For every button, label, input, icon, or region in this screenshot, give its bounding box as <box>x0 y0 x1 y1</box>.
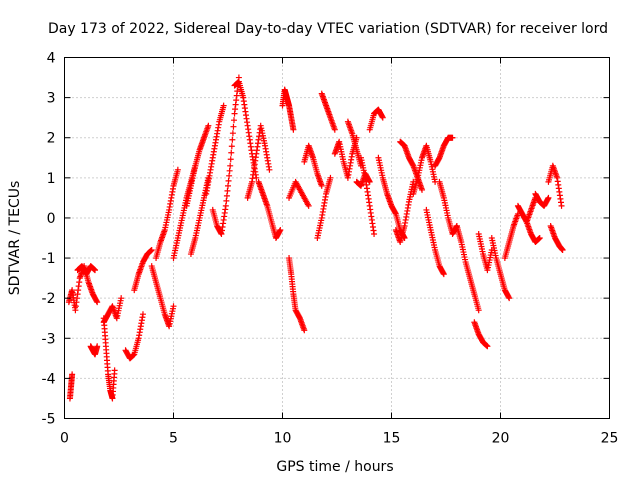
x-tick-label: 15 <box>383 431 401 447</box>
x-tick-label: 10 <box>274 431 292 447</box>
data-point <box>170 303 177 310</box>
data-point <box>223 192 230 199</box>
data-point <box>220 102 227 109</box>
y-tick-label: -2 <box>42 291 56 307</box>
data-point <box>229 130 236 137</box>
data-point <box>419 186 426 193</box>
tick-marks <box>64 57 610 419</box>
data-point <box>327 174 334 181</box>
y-tick-label: -4 <box>42 371 56 387</box>
x-tick-label: 20 <box>492 431 510 447</box>
data-point <box>545 194 552 201</box>
y-tick-label: 4 <box>47 51 56 67</box>
data-point <box>277 226 284 233</box>
data-points <box>65 74 566 402</box>
data-point <box>118 295 125 302</box>
data-point <box>536 235 543 241</box>
y-tick-label: 0 <box>47 211 56 227</box>
y-tick-labels: -5 -4 -3 -2 -1 0 1 2 3 4 <box>42 51 56 428</box>
data-point <box>371 230 378 237</box>
y-axis-label: SDTVAR / TECUs <box>7 181 23 296</box>
data-point <box>205 122 212 129</box>
data-point <box>148 247 155 254</box>
data-point <box>318 182 325 189</box>
data-point <box>225 177 232 184</box>
data-point <box>224 187 231 194</box>
data-point <box>111 367 118 374</box>
data-point <box>331 126 338 133</box>
data-point <box>305 202 312 209</box>
y-tick-label: 2 <box>47 131 56 147</box>
data-point <box>475 307 482 314</box>
data-point <box>230 123 237 130</box>
data-point <box>228 143 235 150</box>
data-point <box>266 166 273 173</box>
x-tick-label: 25 <box>601 431 619 447</box>
data-point <box>225 182 231 189</box>
data-point <box>379 114 386 121</box>
data-point <box>139 311 146 318</box>
y-tick-label: -1 <box>42 251 56 267</box>
data-point <box>229 136 236 143</box>
data-point <box>223 197 230 204</box>
x-tick-label: 5 <box>169 431 178 447</box>
data-point <box>226 172 233 179</box>
y-tick-label: 3 <box>47 91 56 107</box>
data-point <box>69 371 76 378</box>
data-point <box>174 166 181 173</box>
data-point <box>559 247 566 254</box>
data-point <box>440 271 447 278</box>
y-tick-label: 1 <box>47 171 56 187</box>
data-point <box>230 117 237 124</box>
data-point <box>506 295 513 302</box>
data-point <box>558 202 565 209</box>
grid-lines <box>64 57 610 419</box>
data-point <box>484 343 491 350</box>
data-point <box>222 202 229 209</box>
data-point <box>301 327 308 334</box>
chart-title: Day 173 of 2022, Sidereal Day-to-day VTE… <box>48 21 608 37</box>
data-point <box>227 162 234 169</box>
plot-frame <box>64 57 610 419</box>
y-tick-label: -5 <box>42 412 56 428</box>
x-tick-labels: 0 5 10 15 20 25 <box>60 431 618 447</box>
data-point <box>226 167 233 174</box>
y-tick-label: -3 <box>42 331 56 347</box>
data-point <box>366 178 373 185</box>
x-tick-label: 0 <box>60 431 69 447</box>
data-point <box>449 134 456 141</box>
data-point <box>92 267 99 274</box>
data-point <box>94 299 101 306</box>
x-axis-label: GPS time / hours <box>276 459 393 475</box>
data-point <box>228 149 235 156</box>
data-point <box>290 126 297 133</box>
data-point <box>94 343 101 350</box>
data-point <box>227 156 234 163</box>
